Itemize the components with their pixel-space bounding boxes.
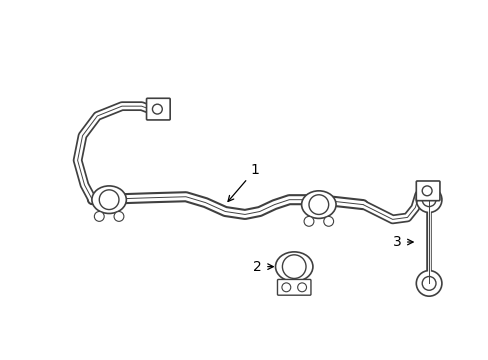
Circle shape <box>304 216 313 226</box>
Circle shape <box>415 271 441 296</box>
Circle shape <box>282 255 305 278</box>
Text: 1: 1 <box>227 163 259 202</box>
Circle shape <box>99 190 119 210</box>
Circle shape <box>421 186 431 196</box>
Circle shape <box>415 187 441 212</box>
Ellipse shape <box>301 191 335 219</box>
Ellipse shape <box>92 186 126 213</box>
Circle shape <box>114 212 123 221</box>
Ellipse shape <box>275 252 312 282</box>
Text: 2: 2 <box>253 260 273 274</box>
Circle shape <box>152 104 162 114</box>
Circle shape <box>323 216 333 226</box>
Circle shape <box>282 283 290 292</box>
Circle shape <box>297 283 306 292</box>
FancyBboxPatch shape <box>146 98 170 120</box>
Circle shape <box>94 212 104 221</box>
FancyBboxPatch shape <box>277 279 310 295</box>
Circle shape <box>308 195 328 215</box>
Circle shape <box>421 193 435 207</box>
FancyBboxPatch shape <box>415 181 439 201</box>
Circle shape <box>421 276 435 290</box>
Text: 3: 3 <box>392 235 412 249</box>
